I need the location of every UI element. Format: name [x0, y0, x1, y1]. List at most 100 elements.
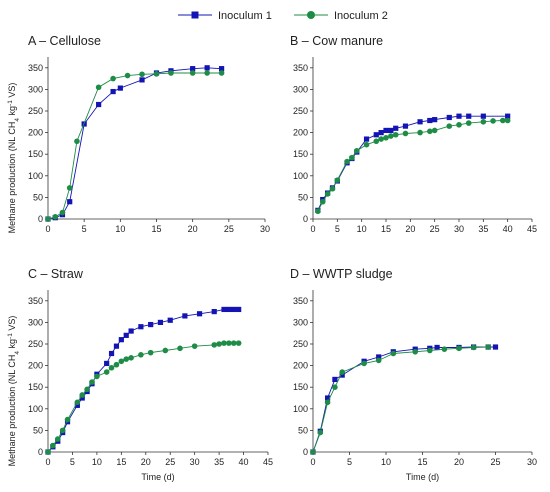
y-tick-label: 300 — [293, 84, 308, 94]
x-tick-label: 5 — [347, 457, 352, 467]
x-axis-label: Time (d) — [406, 472, 439, 482]
x-tick-label: 30 — [454, 224, 464, 234]
legend-item-inoculum-1: Inoculum 1 — [178, 10, 272, 22]
data-point — [177, 345, 183, 352]
y-tick-label: 0 — [303, 214, 308, 224]
data-point — [108, 350, 115, 357]
y-tick-label: 200 — [293, 361, 308, 371]
data-point — [388, 127, 394, 134]
data-point — [139, 77, 145, 83]
y-tick-label: 150 — [293, 149, 308, 159]
data-point — [64, 416, 71, 423]
data-point — [504, 117, 511, 124]
data-point — [84, 386, 90, 393]
data-point — [317, 429, 324, 436]
data-point — [390, 350, 397, 357]
x-tick-label: 5 — [335, 224, 340, 234]
data-point — [427, 117, 433, 124]
x-tick-label: 25 — [165, 457, 175, 467]
data-point — [153, 71, 160, 77]
data-point — [500, 117, 506, 124]
y-tick-label: 50 — [298, 192, 308, 202]
data-point — [221, 306, 227, 313]
data-point — [324, 191, 331, 197]
y-axis-label: Methane production (NL CH4 kg-1 VS) — [7, 83, 21, 234]
series-line — [47, 72, 222, 220]
data-point — [113, 343, 120, 349]
data-point — [66, 185, 73, 191]
data-point — [344, 158, 350, 165]
data-point — [123, 356, 130, 362]
data-point — [110, 88, 116, 95]
data-point — [52, 214, 59, 220]
data-point — [485, 344, 492, 350]
data-point — [334, 177, 341, 183]
data-point — [373, 138, 380, 145]
x-tick-label: 10 — [115, 224, 125, 234]
panel-title: B – Cow manure — [290, 34, 383, 48]
data-point — [167, 317, 173, 323]
y-tick-label: 100 — [28, 404, 43, 414]
data-point — [94, 373, 100, 380]
x-axis-label: Time (d) — [141, 472, 174, 482]
x-tick-label: 40 — [503, 224, 513, 234]
series-1 — [315, 113, 511, 213]
data-point — [402, 123, 409, 129]
x-tick-label: 15 — [417, 457, 427, 467]
y-tick-label: 250 — [293, 339, 308, 349]
y-tick-label: 300 — [293, 317, 308, 327]
data-point — [412, 348, 419, 355]
data-point — [383, 134, 389, 141]
y-tick-label: 50 — [33, 192, 43, 202]
data-point — [332, 376, 338, 383]
data-point — [216, 341, 222, 347]
panel-title: A – Cellulose — [28, 34, 101, 48]
data-point — [96, 101, 102, 108]
data-point — [324, 399, 331, 406]
series-1 — [45, 306, 242, 455]
data-point — [339, 372, 345, 378]
series-2 — [315, 117, 511, 215]
x-tick-label: 0 — [310, 457, 315, 467]
y-axis-label: Methane production (NL CH4 kg-1 VS) — [7, 316, 21, 467]
x-tick-label: 15 — [116, 457, 126, 467]
y-tick-label: 350 — [293, 296, 308, 306]
data-point — [332, 384, 338, 391]
data-point — [59, 209, 66, 216]
x-tick-label: 5 — [70, 457, 75, 467]
y-tick-label: 0 — [38, 447, 43, 457]
x-tick-label: 15 — [381, 224, 391, 234]
data-point — [138, 352, 144, 358]
data-point — [402, 130, 409, 137]
x-tick-label: 45 — [527, 224, 537, 234]
panel-2: B – Cow manure 0 5 10 15 20 25 30 35 40 45 0 50 100 15… — [290, 34, 537, 234]
data-point — [118, 358, 125, 365]
data-point — [361, 360, 367, 367]
data-point — [168, 70, 174, 76]
data-point — [427, 128, 433, 135]
y-tick-label: 350 — [28, 296, 43, 306]
x-tick-label: 0 — [310, 224, 315, 234]
legend-marker-square — [191, 11, 199, 19]
data-point — [375, 357, 382, 364]
data-point — [123, 332, 129, 338]
data-point — [50, 442, 56, 449]
y-tick-label: 300 — [28, 317, 43, 327]
x-tick-label: 20 — [188, 224, 198, 234]
data-point — [128, 328, 134, 334]
x-tick-label: 30 — [260, 224, 270, 234]
data-point — [45, 449, 51, 455]
data-point — [373, 132, 379, 138]
y-tick-label: 250 — [28, 106, 43, 116]
x-tick-label: 45 — [263, 457, 273, 467]
data-point — [189, 70, 196, 76]
data-point — [211, 309, 217, 315]
data-point — [388, 133, 394, 139]
legend-marker-circle — [307, 11, 315, 19]
data-point — [204, 70, 210, 76]
y-tick-label: 250 — [293, 106, 308, 116]
data-point — [376, 354, 382, 360]
data-point — [74, 402, 80, 408]
data-point — [432, 117, 438, 123]
